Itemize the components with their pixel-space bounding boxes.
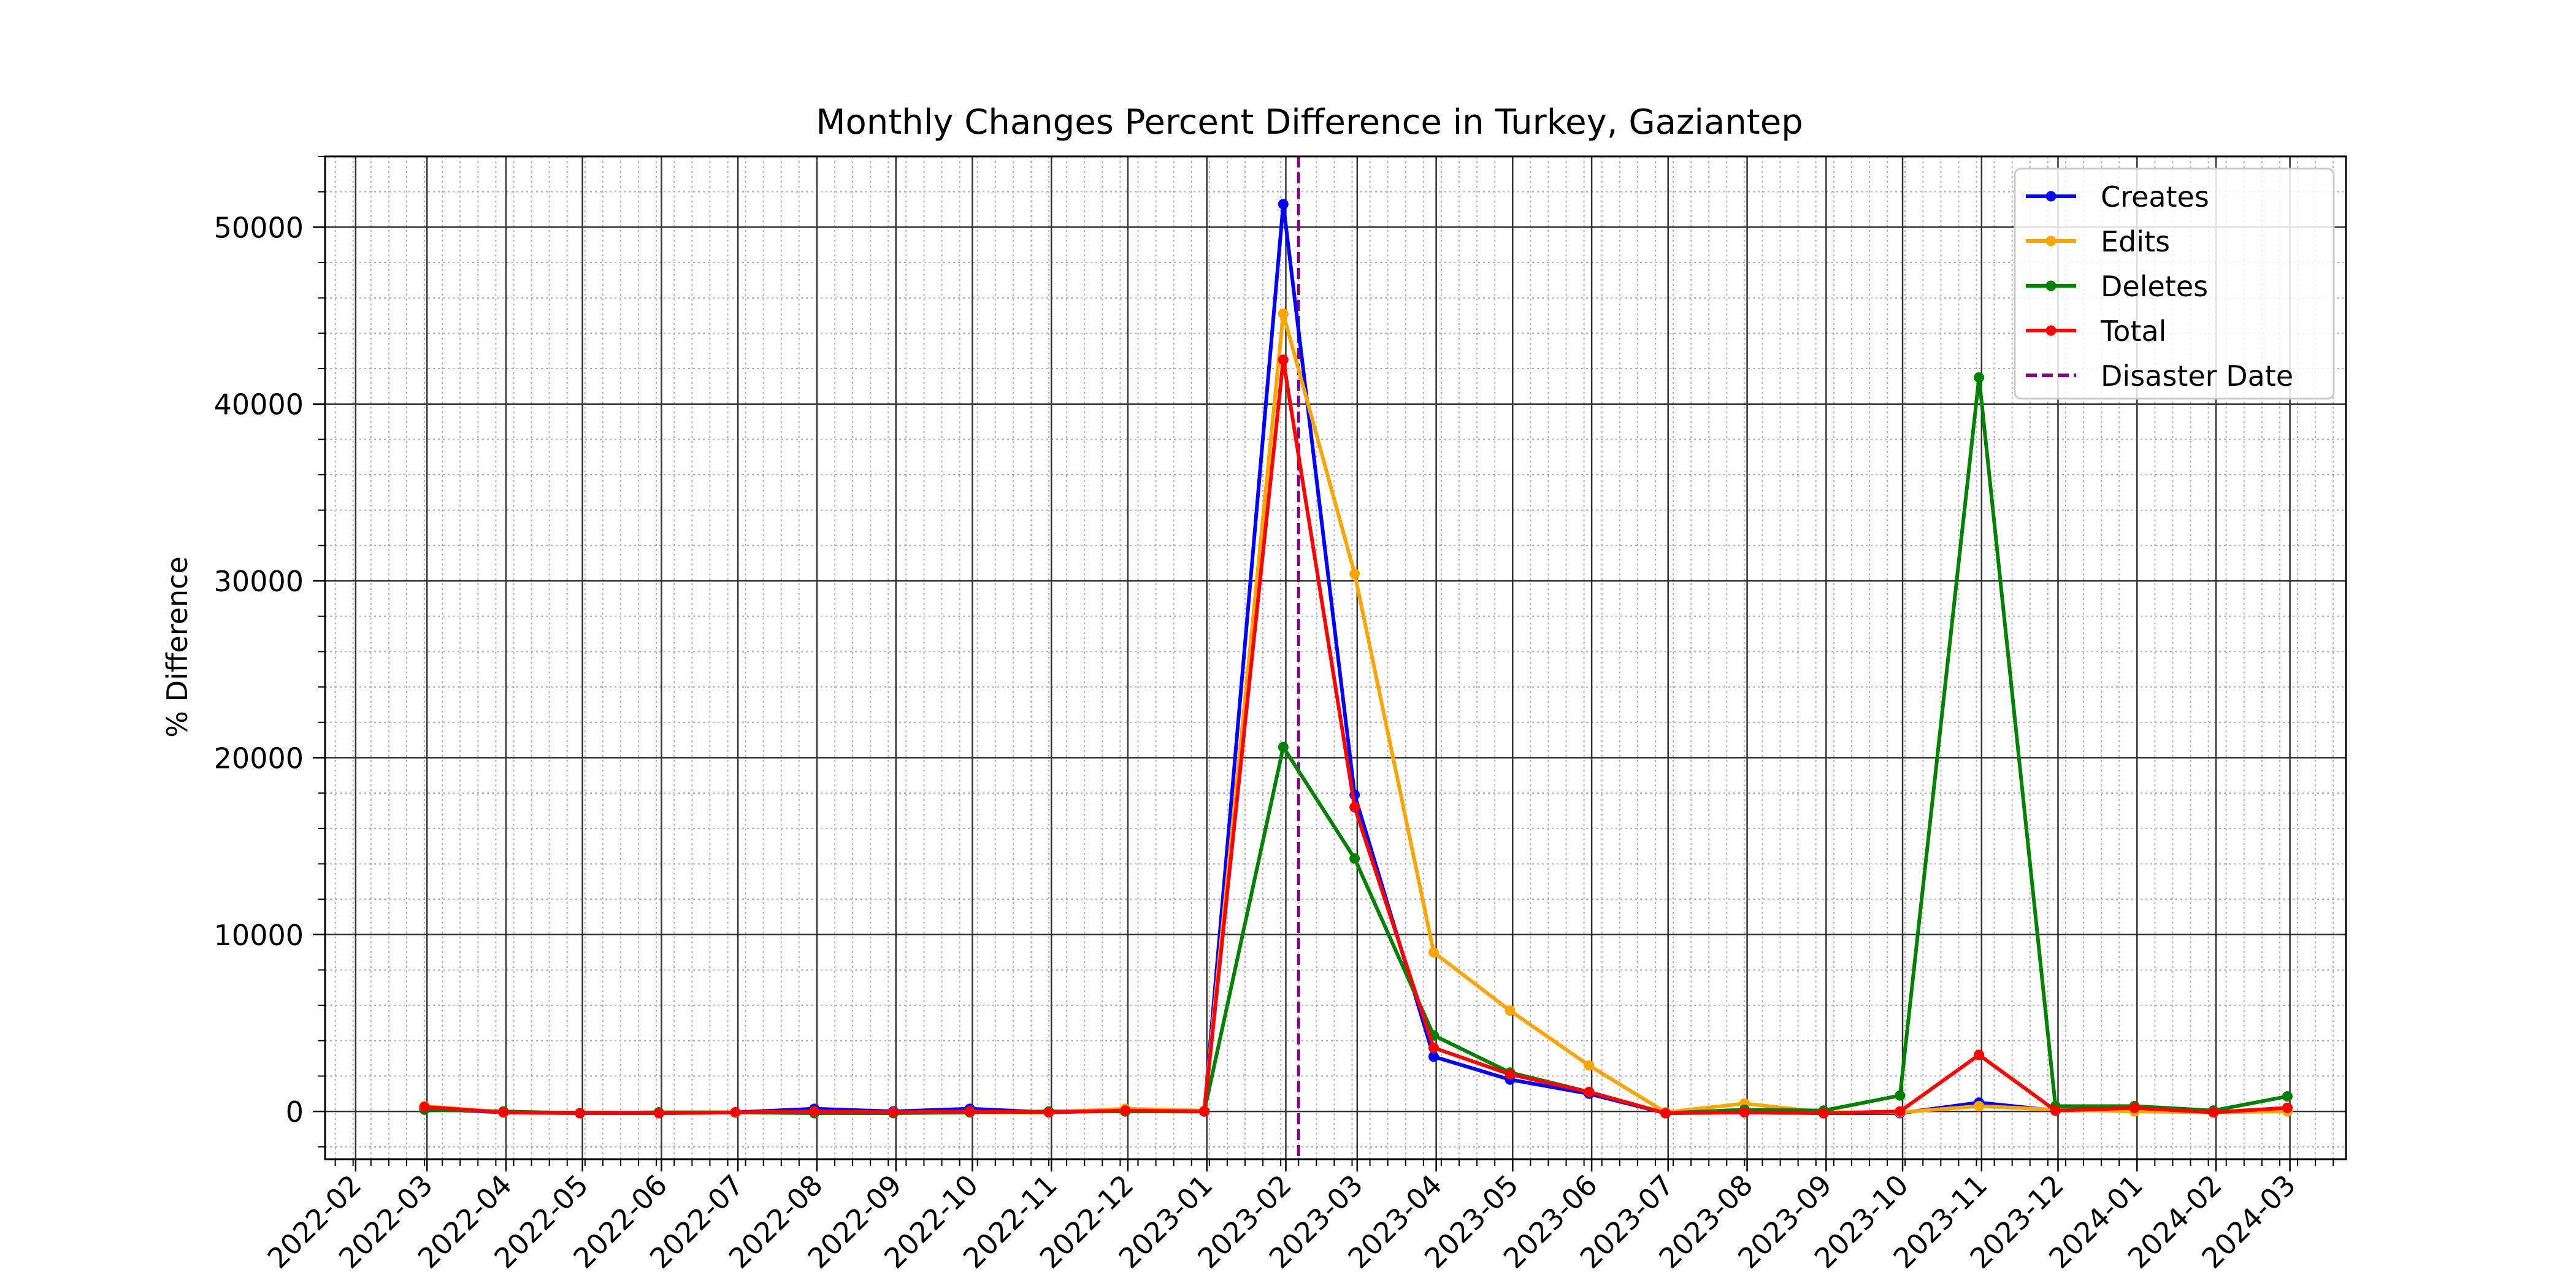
data-point-total — [2282, 1102, 2293, 1113]
data-point-total — [2129, 1102, 2140, 1113]
y-tick-label: 0 — [286, 1095, 304, 1129]
data-point-deletes — [1974, 372, 1985, 383]
data-point-deletes — [1349, 853, 1360, 864]
legend-label: Creates — [2101, 180, 2209, 213]
data-point-total — [809, 1106, 820, 1117]
data-point-total — [2050, 1105, 2061, 1116]
data-point-total — [653, 1108, 664, 1119]
data-point-edits — [1974, 1100, 1985, 1111]
data-point-total — [964, 1106, 975, 1117]
plot-frame — [324, 155, 2347, 1160]
data-point-edits — [1505, 1005, 1516, 1016]
series-line-total — [424, 358, 2288, 1115]
series-layer — [419, 156, 2293, 1159]
data-point-total — [1818, 1108, 1829, 1119]
legend-marker — [2045, 191, 2057, 202]
data-point-deletes — [1278, 742, 1289, 753]
legend: Creates Edits Deletes Total Disaster Date — [2014, 167, 2335, 400]
y-tick-label: 20000 — [214, 742, 304, 775]
legend-marker — [2045, 325, 2057, 336]
y-tick-label: 30000 — [214, 565, 304, 598]
legend-label: Deletes — [2101, 270, 2208, 303]
legend-box — [2014, 167, 2335, 400]
y-tick-label: 40000 — [214, 388, 304, 421]
data-point-total — [419, 1102, 430, 1113]
data-point-total — [1043, 1107, 1054, 1118]
y-tick-label: 50000 — [214, 211, 304, 244]
data-point-total — [1739, 1107, 1750, 1118]
data-point-total — [1120, 1105, 1131, 1116]
data-point-total — [1505, 1069, 1516, 1080]
legend-marker — [2045, 280, 2057, 291]
series-line-deletes — [424, 375, 2288, 1115]
data-point-total — [2208, 1107, 2219, 1118]
y-axis-label: % Difference — [161, 556, 194, 737]
data-point-total — [1349, 802, 1360, 813]
legend-marker — [2045, 236, 2057, 247]
data-point-edits — [1584, 1060, 1595, 1071]
data-point-total — [1974, 1049, 1985, 1060]
data-point-creates — [1278, 199, 1289, 210]
series-line-edits — [424, 312, 2288, 1115]
legend-label: Disaster Date — [2101, 359, 2293, 393]
data-point-creates — [1428, 1051, 1439, 1062]
data-point-total — [1584, 1086, 1595, 1097]
data-point-total — [1660, 1108, 1671, 1119]
data-point-total — [1278, 355, 1289, 366]
data-point-total — [498, 1107, 509, 1118]
data-point-total — [1895, 1106, 1906, 1117]
data-point-total — [730, 1107, 741, 1118]
chart-title: Monthly Changes Percent Difference in Tu… — [816, 102, 1803, 142]
major-grid — [325, 156, 2346, 1159]
y-tick-label: 10000 — [214, 919, 304, 952]
data-point-edits — [1428, 947, 1439, 958]
legend-label: Total — [2100, 315, 2166, 348]
data-point-total — [888, 1107, 899, 1118]
data-point-edits — [1349, 569, 1360, 580]
data-point-total — [1428, 1042, 1439, 1053]
data-point-deletes — [2282, 1091, 2293, 1102]
data-point-total — [575, 1108, 586, 1119]
data-point-total — [1199, 1106, 1210, 1117]
data-point-deletes — [1895, 1090, 1906, 1101]
data-point-edits — [1278, 309, 1289, 320]
legend-label: Edits — [2101, 225, 2170, 258]
